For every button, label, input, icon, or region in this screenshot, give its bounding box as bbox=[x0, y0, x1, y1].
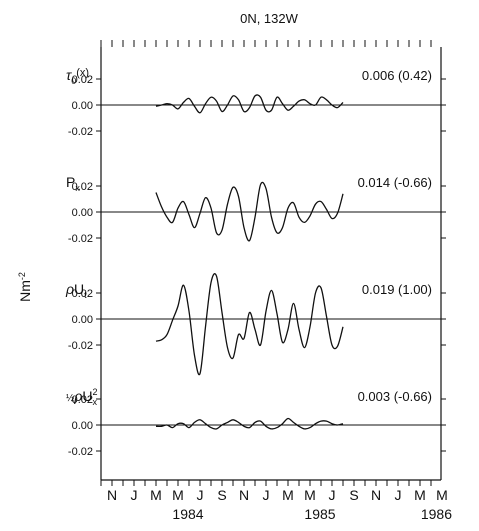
panel-tau: 0.02 0.00 -0.02 0.006 (0.42) τ0(x) bbox=[66, 67, 446, 138]
month-label: N bbox=[371, 487, 381, 503]
bottom-month-ticks bbox=[100, 480, 432, 486]
panel-stat: 0.014 (-0.66) bbox=[358, 175, 432, 190]
year-label: 1984 bbox=[172, 506, 203, 522]
panels: 0.020.00-0.020.006 (0.42)τ0(x)0.020.00-0… bbox=[65, 67, 446, 458]
y-tick-label: 0.02 bbox=[72, 288, 93, 300]
year-labels: 1984 1985 1986 bbox=[172, 506, 452, 522]
y-axis-label-text: Nm bbox=[17, 280, 33, 302]
month-label: N bbox=[107, 487, 117, 503]
month-label: M bbox=[172, 487, 184, 503]
chart-title: 0N, 132W bbox=[240, 11, 299, 26]
month-label: J bbox=[197, 487, 204, 503]
plot-frame bbox=[100, 47, 442, 481]
y-axis-label-exponent: -2 bbox=[17, 272, 27, 280]
panel-label: τ0(x) bbox=[66, 67, 89, 86]
month-label: J bbox=[131, 487, 138, 503]
y-tick-label: 0.00 bbox=[72, 314, 93, 326]
series-line-pu bbox=[155, 273, 344, 376]
y-tick-label: 0.00 bbox=[72, 207, 93, 219]
year-label: 1985 bbox=[304, 506, 335, 522]
y-tick-label: -0.02 bbox=[68, 233, 93, 245]
panel-label: Px bbox=[66, 174, 80, 193]
month-label: M bbox=[282, 487, 294, 503]
y-tick-label: -0.02 bbox=[68, 340, 93, 352]
month-label: N bbox=[239, 487, 249, 503]
y-tick-label: -0.02 bbox=[68, 126, 93, 138]
y-tick-label: -0.02 bbox=[68, 446, 93, 458]
y-axis-label: Nm-2 bbox=[17, 272, 33, 302]
year-label: 1986 bbox=[421, 506, 452, 522]
month-label: S bbox=[217, 487, 226, 503]
month-label: S bbox=[349, 487, 358, 503]
panel-ux2: 0.02 0.00 -0.02 0.003 (-0.66) ½ρU2 x bbox=[66, 387, 446, 458]
y-tick-label: 0.02 bbox=[72, 181, 93, 193]
y-tick-label: 0.02 bbox=[72, 74, 93, 86]
y-tick-label: 0.00 bbox=[72, 100, 93, 112]
month-label: M bbox=[436, 487, 448, 503]
panel-stat: 0.006 (0.42) bbox=[362, 68, 432, 83]
panel-stat: 0.003 (-0.66) bbox=[358, 389, 432, 404]
series-line-ux2 bbox=[155, 417, 344, 430]
month-label: M bbox=[414, 487, 426, 503]
panel-stat: 0.019 (1.00) bbox=[362, 282, 432, 297]
panel-px: 0.02 0.00 -0.02 0.014 (-0.66) Px bbox=[66, 174, 446, 245]
panel-label: ½ρU2 x bbox=[66, 387, 98, 407]
month-label: J bbox=[329, 487, 336, 503]
month-label: M bbox=[304, 487, 316, 503]
panel-pu: 0.02 0.00 -0.02 0.019 (1.00) ρUt bbox=[65, 273, 446, 376]
month-label: J bbox=[263, 487, 270, 503]
month-label: J bbox=[395, 487, 402, 503]
month-label: M bbox=[150, 487, 162, 503]
y-tick-label: 0.00 bbox=[72, 420, 93, 432]
series-line-tau bbox=[155, 94, 344, 114]
series-line-px bbox=[155, 181, 344, 242]
month-labels: N J M M J S N J M M J S N J M M bbox=[107, 487, 448, 503]
y-tick-label: 0.02 bbox=[72, 394, 93, 406]
panel-label: ρUt bbox=[65, 281, 87, 300]
top-month-ticks bbox=[100, 40, 432, 47]
